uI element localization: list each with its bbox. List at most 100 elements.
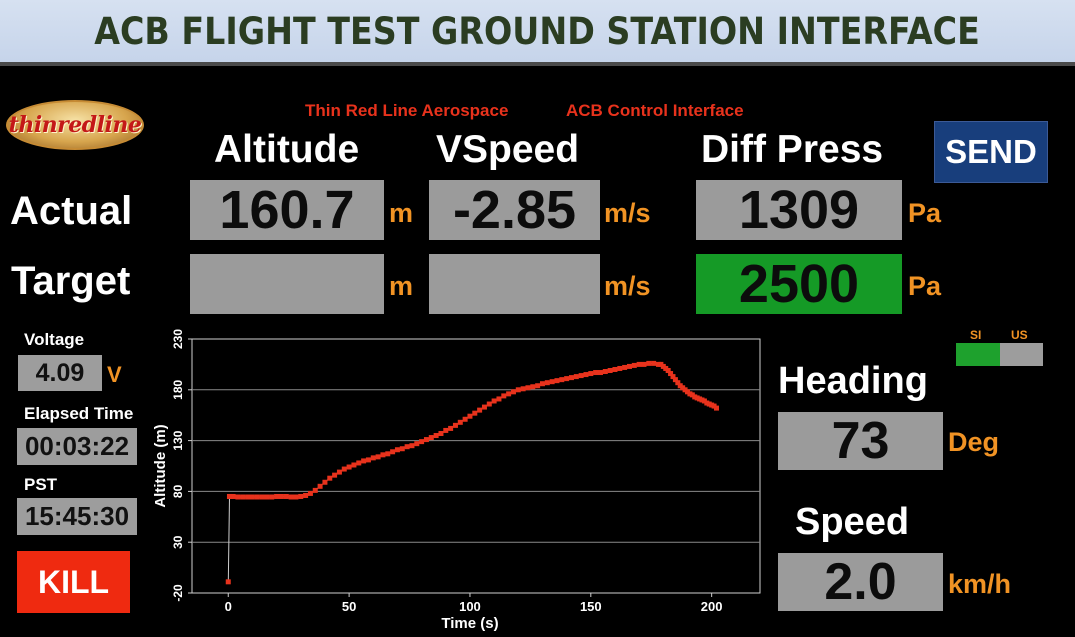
altitude-data-point: [245, 494, 251, 500]
elapsed-time-label: Elapsed Time: [24, 404, 134, 423]
row-actual: Actual: [10, 189, 133, 233]
altitude-data-point: [225, 579, 231, 585]
target-vspeed-field[interactable]: [429, 254, 600, 314]
altitude-data-point: [506, 391, 512, 397]
us-segment[interactable]: [1000, 343, 1043, 366]
altitude-data-point: [668, 371, 674, 377]
altitude-data-point: [274, 493, 280, 499]
altitude-data-point: [477, 407, 483, 413]
altitude-data-point: [641, 361, 647, 367]
altitude-data-point: [438, 430, 444, 436]
pst-label: PST: [24, 475, 58, 494]
altitude-data-point: [670, 374, 676, 380]
altitude-data-point: [390, 449, 396, 455]
altitude-data-point: [307, 490, 313, 496]
x-tick-label: 100: [459, 599, 481, 614]
x-tick-label: 50: [342, 599, 356, 614]
altitude-data-point: [467, 413, 473, 419]
altitude-data-point: [607, 367, 613, 373]
altitude-data-point: [370, 455, 376, 461]
us-label: US: [1011, 328, 1028, 342]
altitude-data-point: [564, 376, 570, 382]
actual-diff-press-unit: Pa: [908, 198, 942, 228]
altitude-data-point: [385, 451, 391, 457]
target-diff-press-unit: Pa: [908, 271, 942, 301]
altitude-data-point: [491, 398, 497, 404]
altitude-data-point: [356, 460, 362, 466]
altitude-data-point: [303, 492, 309, 498]
altitude-chart: -20 30 80 130 180 230 0 50 100 150 200 Time (s) Alti…: [146, 326, 764, 637]
altitude-data-point: [332, 472, 338, 478]
si-label: SI: [970, 328, 982, 342]
altitude-data-point: [433, 433, 439, 439]
x-tick-label: 0: [225, 599, 232, 614]
altitude-data-point: [544, 380, 550, 386]
altitude-data-point: [419, 439, 425, 445]
si-segment[interactable]: [956, 343, 1000, 366]
target-altitude-field[interactable]: [190, 254, 384, 314]
x-axis-label: Time (s): [441, 615, 498, 632]
pst-clock-display: 15:45:30: [17, 498, 137, 535]
column-altitude: Altitude: [214, 128, 360, 171]
altitude-data-point: [346, 464, 352, 470]
altitude-data-point: [597, 370, 603, 376]
altitude-data-point: [549, 379, 555, 385]
altitude-data-point: [631, 362, 637, 368]
altitude-data-point: [288, 494, 294, 500]
altitude-data-point: [365, 457, 371, 463]
y-tick-label: -20: [171, 584, 185, 602]
altitude-data-point: [515, 387, 521, 393]
y-tick-label: 180: [171, 379, 185, 399]
y-tick-label: 80: [171, 484, 185, 498]
altitude-data-point: [501, 393, 507, 399]
altitude-data-point: [380, 452, 386, 458]
altitude-data-point: [394, 447, 400, 453]
altitude-data-point: [481, 404, 487, 410]
altitude-data-point: [602, 369, 608, 375]
altitude-data-point: [626, 363, 632, 369]
target-diff-press-field[interactable]: 2500: [696, 254, 902, 314]
x-tick-label: 150: [580, 599, 602, 614]
target-altitude-unit: m: [389, 271, 414, 301]
voltage-unit: V: [107, 362, 122, 387]
altitude-data-point: [312, 487, 318, 493]
interface-name: ACB Control Interface: [566, 101, 744, 120]
altitude-data-point: [375, 454, 381, 460]
altitude-data-point: [646, 360, 652, 366]
send-button[interactable]: SEND: [934, 121, 1048, 183]
altitude-data-point: [612, 366, 618, 372]
altitude-data-point: [404, 444, 410, 450]
column-diff-press: Diff Press: [701, 128, 884, 171]
actual-altitude-display: 160.7: [190, 180, 384, 240]
speed-display: 2.0: [778, 553, 943, 611]
row-target: Target: [11, 259, 131, 303]
altitude-data-point: [496, 396, 502, 402]
altitude-data-point: [254, 494, 260, 500]
plot-area: [191, 338, 761, 594]
banner-divider: [0, 62, 1075, 66]
page-title: ACB FLIGHT TEST GROUND STATION INTERFACE: [94, 9, 981, 53]
unit-toggle[interactable]: [956, 343, 1043, 366]
kill-button[interactable]: KILL: [17, 551, 130, 613]
altitude-data-point: [554, 378, 560, 384]
altitude-data-point: [298, 493, 304, 499]
altitude-data-point: [651, 360, 657, 366]
altitude-data-point: [510, 389, 516, 395]
altitude-data-point: [535, 383, 541, 389]
altitude-data-point: [452, 422, 458, 428]
altitude-data-point: [336, 469, 342, 475]
altitude-data-point: [617, 365, 623, 371]
altitude-data-point: [414, 441, 420, 447]
altitude-data-point: [269, 494, 275, 500]
altitude-data-point: [636, 361, 642, 367]
altitude-data-point: [428, 435, 434, 441]
voltage-label: Voltage: [24, 330, 85, 349]
altitude-data-point: [462, 416, 468, 422]
target-vspeed-unit: m/s: [604, 271, 651, 301]
altitude-data-point: [568, 375, 574, 381]
thinredline-logo: thinredline: [6, 100, 144, 150]
altitude-data-point: [520, 386, 526, 392]
altitude-data-point: [457, 419, 463, 425]
heading-label: Heading: [778, 360, 928, 402]
altitude-chart-svg: -20 30 80 130 180 230 0 50 100 150 200 Time (s) Alti…: [152, 329, 761, 632]
